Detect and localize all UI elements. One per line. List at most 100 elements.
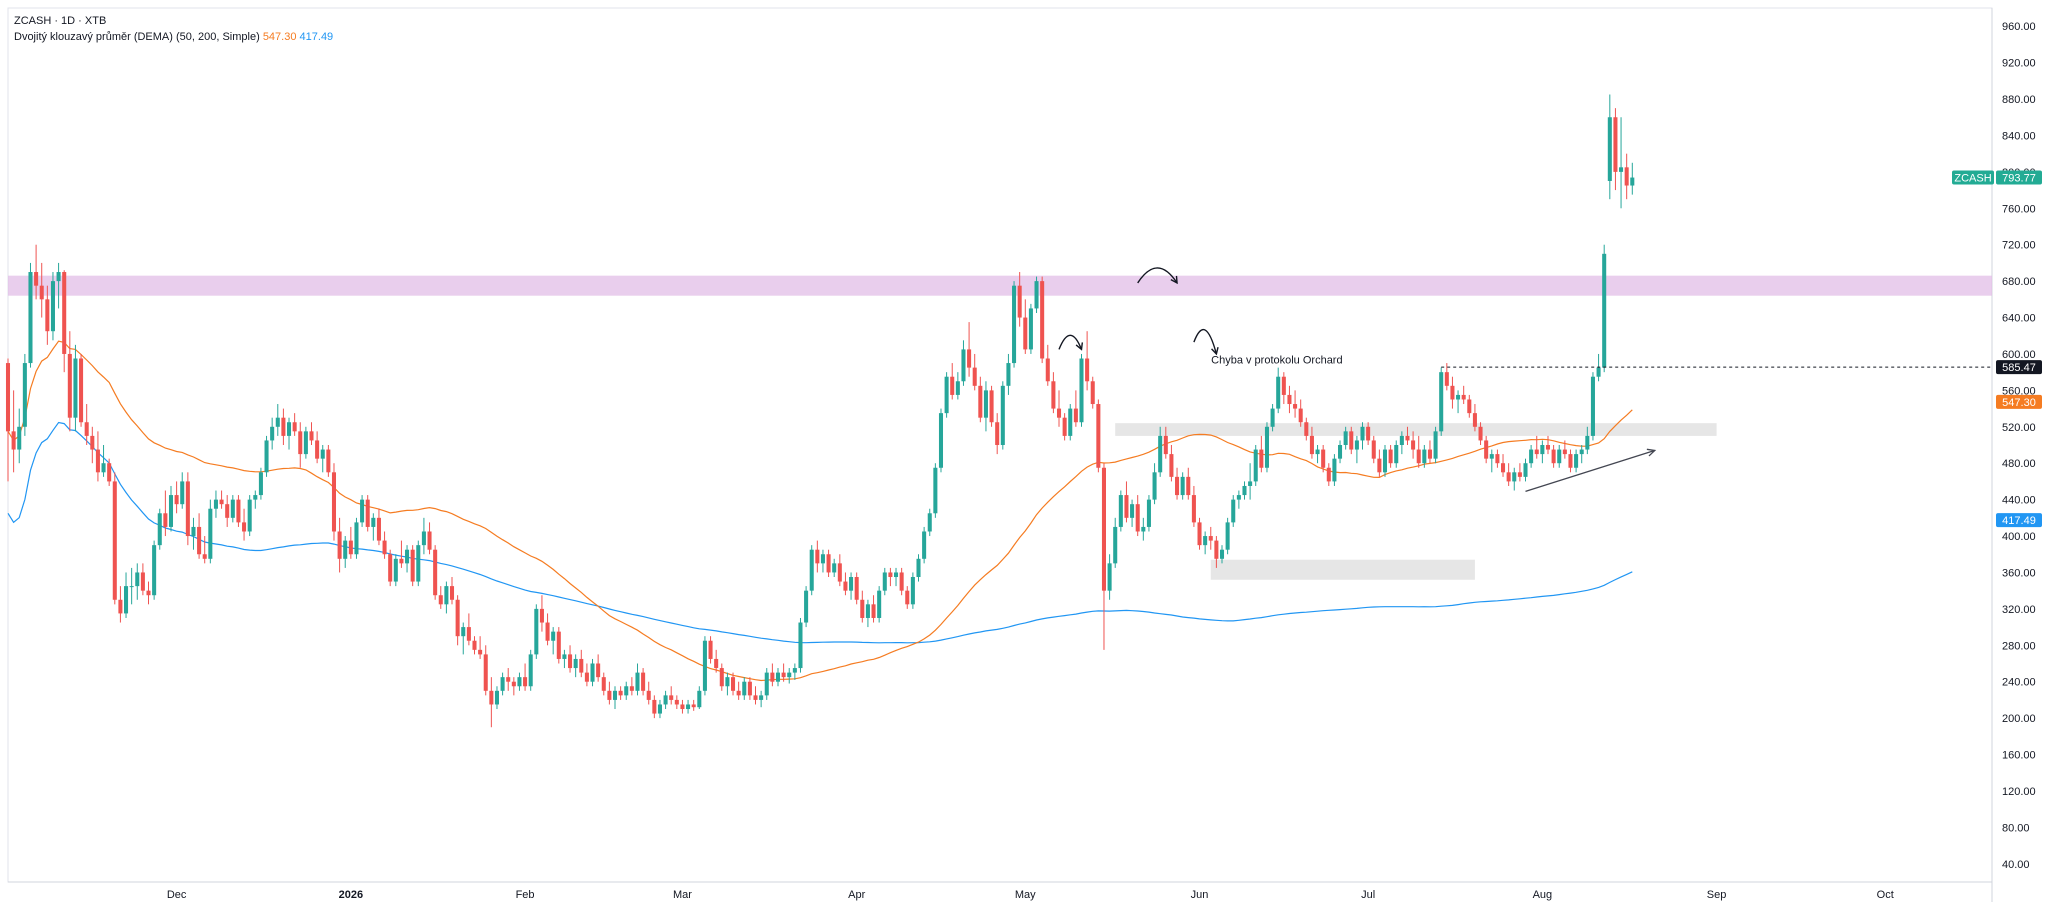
candle-body [888,572,893,578]
candle-body [320,449,325,459]
candle-body [124,586,129,614]
candle [1422,445,1427,468]
candle-body [955,381,960,395]
candle [1028,303,1033,354]
candle-body [1214,540,1219,559]
candle [213,490,218,518]
candle [1197,517,1202,550]
level-price-label: 585.47 [2002,362,2036,374]
candle [124,572,129,618]
candle-body [511,681,516,687]
candle-body [573,658,578,669]
candle-body [865,604,870,618]
candle [747,677,752,700]
candle [1360,422,1365,450]
candle [354,517,359,559]
candle [1169,445,1174,482]
candle-body [1478,426,1483,441]
candle-body [79,358,84,423]
candle-body [326,449,331,473]
candle [995,413,1000,455]
candle [1551,445,1556,468]
candle-body [989,390,994,423]
candle [208,499,213,564]
candle-body [354,522,359,555]
candle [1545,435,1551,455]
candle [107,458,112,486]
zone-resistance [8,275,1992,296]
candle [39,262,44,318]
x-tick-label: Mar [673,889,692,901]
candle-body [1141,526,1146,532]
candle-body [1034,281,1039,309]
candle [315,431,320,464]
candle-body [1411,440,1416,450]
candle [1529,445,1534,468]
candle [146,581,151,605]
candle-body [365,499,370,527]
candle [702,636,707,696]
candle-body [421,531,426,546]
candle-body [1051,381,1056,409]
candle [140,563,145,596]
candle-body [1439,372,1444,432]
candle [320,445,325,473]
candle-body [315,440,320,459]
candle [1270,404,1275,432]
candle [326,445,331,477]
candle [242,508,247,541]
candle-body [967,349,972,368]
candle [56,262,61,309]
candle-body [747,681,752,696]
candle-body [472,640,477,650]
last-price-label-bg [1996,170,2042,185]
candle [1562,440,1567,459]
candle [528,649,533,691]
candle [725,672,730,696]
candle-body [270,426,275,441]
candle-body [1456,394,1461,400]
candle [1579,445,1584,464]
candle-body [877,590,882,618]
candle [1439,367,1444,436]
candle-body [1433,431,1438,459]
candle-body [343,540,348,559]
candle-body [1045,358,1050,382]
candle-body [1326,467,1331,482]
x-tick-label: Oct [1877,889,1894,901]
candle-body [910,577,915,605]
candle [5,358,11,482]
candle [843,572,848,596]
candle-body [1259,449,1264,468]
candle [899,567,904,596]
candle-body [427,531,432,550]
candle-body [1461,394,1466,400]
candle [1399,431,1404,455]
candle-body [17,426,22,450]
candle [1371,435,1376,464]
candle [1191,485,1196,527]
candle-body [461,627,466,637]
candle-body [1124,495,1129,518]
candle-body [556,631,561,659]
candle [1231,495,1236,527]
curved-arrow [1193,329,1218,355]
candle-body [1304,422,1309,436]
candle [1472,404,1477,432]
candle [225,495,230,527]
last-symbol-tag: ZCASH [1954,173,1991,185]
candle-body [84,422,89,436]
candle-body [1574,454,1579,468]
slow-ma-price-label-bg [1996,513,2042,528]
candle-body [820,554,825,564]
candle [916,554,921,582]
candle [197,513,202,559]
candle-body [34,272,39,286]
candle [955,372,960,400]
candle [1315,445,1320,464]
candle [573,654,578,678]
candle [1124,481,1129,523]
fast-ma-line [7,340,1633,682]
